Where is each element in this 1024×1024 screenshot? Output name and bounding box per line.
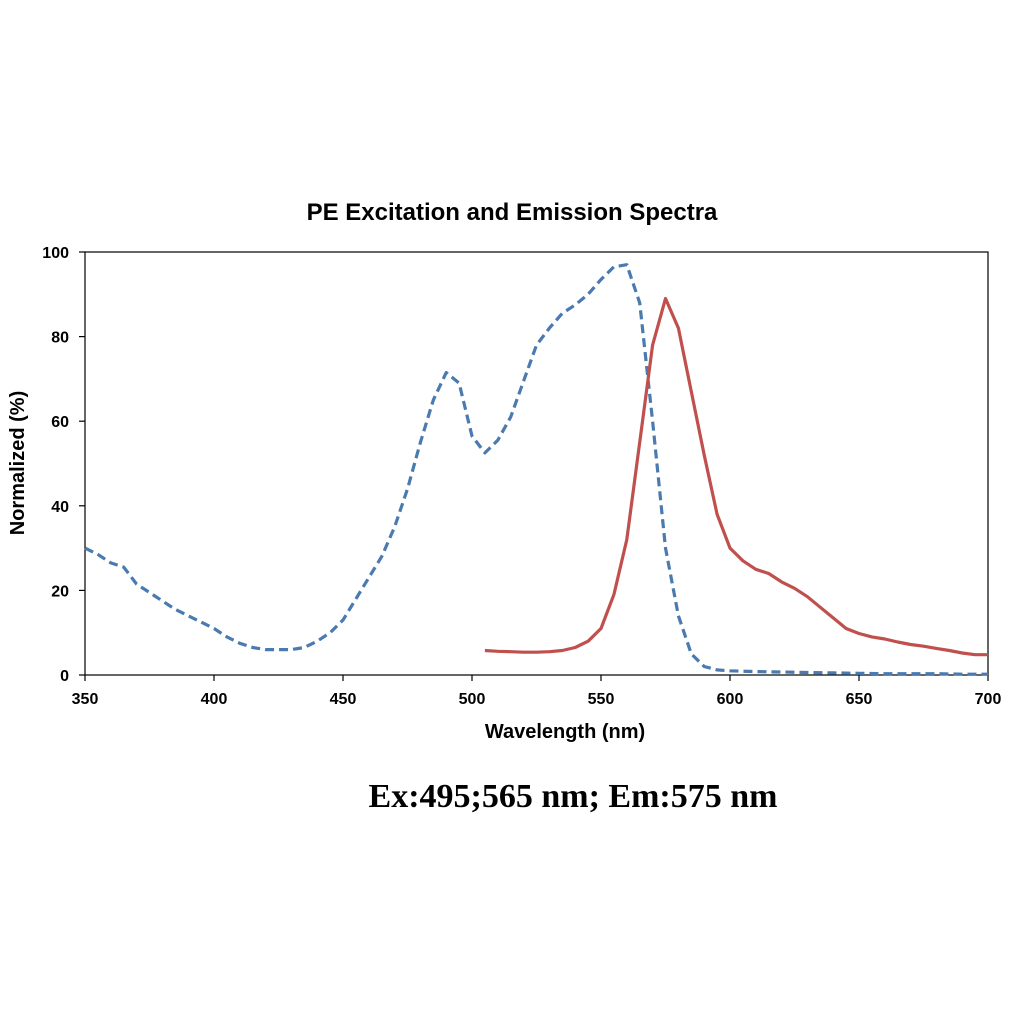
excitation-series-line xyxy=(84,263,988,676)
x-tick-label: 600 xyxy=(717,691,744,708)
peak-caption: Ex:495;565 nm; Em:575 nm xyxy=(368,778,778,815)
y-tick-label: 40 xyxy=(51,499,69,516)
y-tick-label: 0 xyxy=(60,668,69,685)
x-tick-label: 450 xyxy=(330,691,357,708)
chart-title: PE Excitation and Emission Spectra xyxy=(307,199,718,226)
plot-area xyxy=(84,251,989,676)
x-tick-label: 700 xyxy=(975,691,1002,708)
x-axis-label: Wavelength (nm) xyxy=(485,721,645,743)
x-tick-label: 400 xyxy=(201,691,228,708)
x-tick-label: 650 xyxy=(846,691,873,708)
x-tick-label: 500 xyxy=(459,691,486,708)
emission-series-line xyxy=(484,296,988,657)
y-tick-label: 80 xyxy=(51,330,69,347)
y-axis-label: Normalized (%) xyxy=(7,391,29,535)
y-tick-label: 100 xyxy=(42,245,69,262)
x-tick-label: 350 xyxy=(72,691,99,708)
y-tick-label: 60 xyxy=(51,414,69,431)
x-tick-label: 550 xyxy=(588,691,615,708)
y-tick-label: 20 xyxy=(51,583,69,600)
